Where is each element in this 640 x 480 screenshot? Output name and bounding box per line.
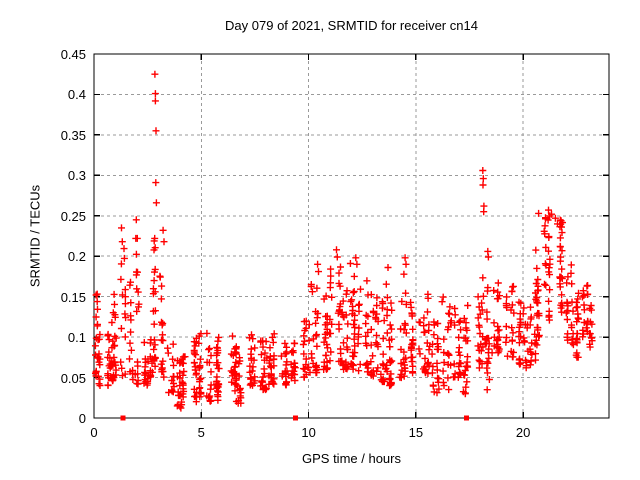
x-axis-label: GPS time / hours	[302, 451, 401, 466]
chart-title: Day 079 of 2021, SRMTID for receiver cn1…	[225, 18, 478, 33]
y-tick-label: 0.15	[60, 289, 86, 305]
x-tick-label: 0	[90, 425, 98, 440]
y-tick-label: 0.35	[60, 127, 86, 143]
y-tick-label: 0.25	[60, 208, 86, 224]
event-square-marker	[464, 415, 470, 421]
x-tick-label: 10	[301, 425, 316, 440]
event-square-marker	[120, 415, 126, 421]
x-tick-label: 5	[197, 425, 205, 440]
y-tick-label: 0.4	[67, 87, 86, 103]
plot-border	[93, 53, 610, 419]
y-tick-label: 0	[78, 411, 86, 426]
y-tick-label: 0.45	[60, 47, 86, 62]
y-tick-label: 0.1	[67, 330, 86, 346]
grid-lines	[95, 55, 608, 417]
x-tick-label: 15	[408, 425, 424, 440]
y-axis-label: SRMTID / TECUs	[27, 184, 43, 288]
y-tick-label: 0.05	[60, 370, 86, 386]
y-tick-label: 0.3	[67, 168, 86, 184]
y-tick-label: 0.2	[67, 249, 86, 265]
scatter-points	[91, 70, 596, 412]
x-tick-label: 20	[515, 425, 531, 440]
event-square-marker	[292, 415, 298, 421]
